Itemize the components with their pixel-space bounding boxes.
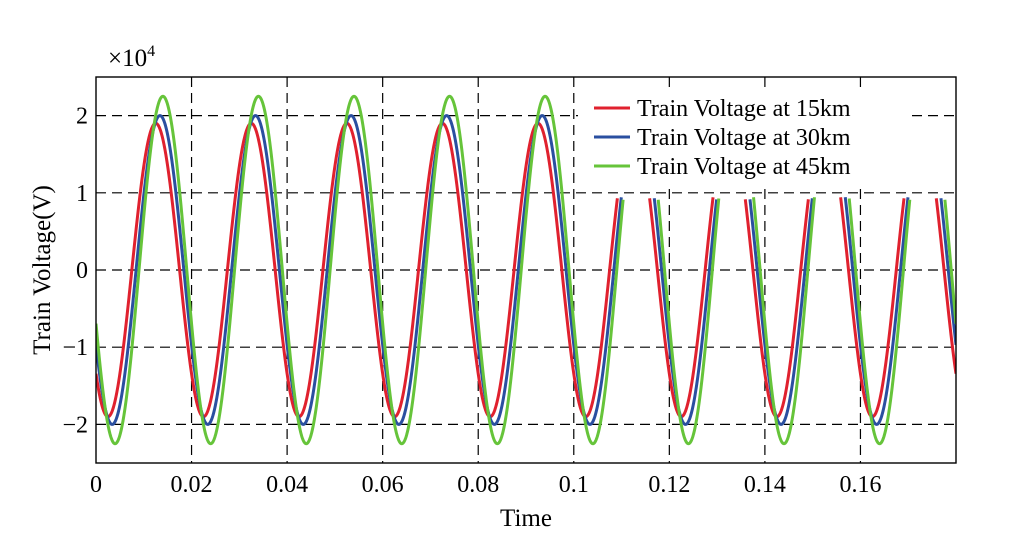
plot-frame (95, 76, 957, 464)
y-tick-label: 0 (76, 258, 88, 284)
y-tick-label: −2 (62, 412, 88, 438)
y-tick-label: −1 (62, 335, 88, 361)
series-lines (96, 94, 956, 446)
y-multiplier-label: ×104 (108, 43, 155, 72)
x-tick-label: 0.06 (362, 472, 404, 498)
y-tick-label: 1 (76, 181, 88, 207)
legend-label-30km: Train Voltage at 30km (637, 125, 851, 151)
x-tick-labels: 0 0.02 0.04 0.06 0.08 0.1 0.12 0.14 0.16 (90, 472, 881, 498)
legend-label-15km: Train Voltage at 15km (637, 96, 851, 122)
x-tick-label: 0 (90, 472, 102, 498)
series-line (96, 94, 956, 446)
y-tick-label: 2 (76, 104, 88, 130)
series-line (96, 114, 956, 426)
y-axis-title: Train Voltage(V) (29, 185, 56, 355)
x-tick-label: 0.14 (744, 472, 786, 498)
x-tick-label: 0.1 (559, 472, 589, 498)
x-tick-label: 0.08 (457, 472, 499, 498)
legend-label-45km: Train Voltage at 45km (637, 154, 851, 180)
y-multiplier-exponent: 4 (147, 43, 155, 60)
x-tick-label: 0.12 (648, 472, 690, 498)
legend: Train Voltage at 15km Train Voltage at 3… (578, 92, 908, 184)
legend-background (578, 92, 908, 184)
x-tick-label: 0.02 (171, 472, 213, 498)
y-tick-labels: −2 −1 0 1 2 (62, 104, 88, 439)
x-tick-label: 0.16 (839, 472, 881, 498)
x-axis-title: Time (500, 505, 552, 532)
x-tick-label: 0.04 (266, 472, 308, 498)
y-multiplier-base: ×10 (108, 45, 147, 72)
